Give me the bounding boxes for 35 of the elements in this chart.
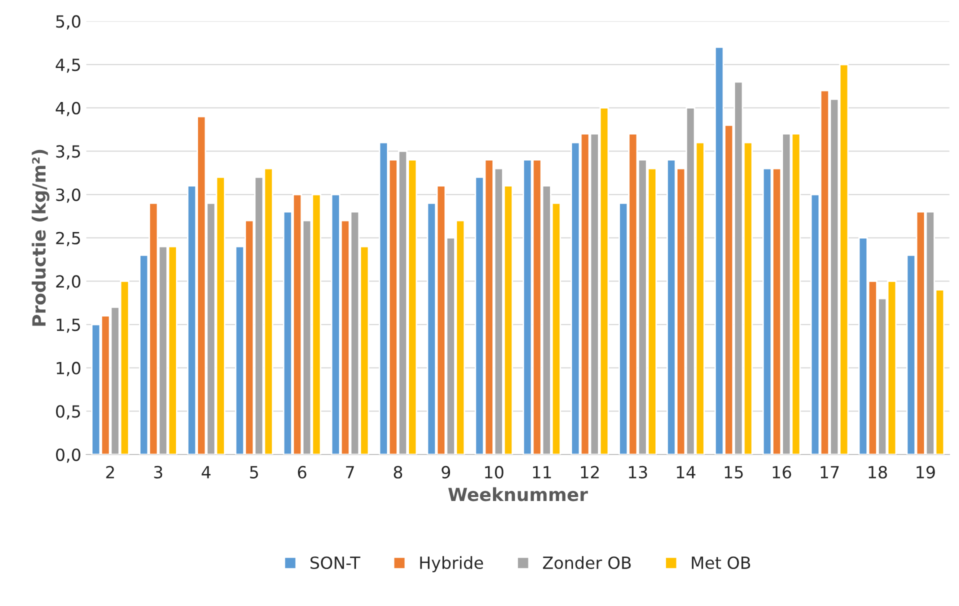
x-tick-label: 2 <box>106 466 114 478</box>
x-tick-label: 19 <box>916 466 935 479</box>
y-tick-label: 3,0 <box>56 188 80 203</box>
y-tick-label: 2,0 <box>56 275 80 290</box>
y-tick-label: 5,0 <box>56 15 80 30</box>
y-tick-label: 0,5 <box>56 405 80 420</box>
x-tick-label: 13 <box>628 466 648 479</box>
x-tick-label: 4 <box>202 466 211 478</box>
x-tick-label: 10 <box>485 466 504 479</box>
y-tick-label: 3,5 <box>56 145 80 160</box>
legend-label: SON-T <box>310 556 360 570</box>
x-axis-title: Weeknummer <box>448 487 588 502</box>
legend-label: Hybride <box>420 556 483 572</box>
y-tick-label: 4,0 <box>56 102 80 116</box>
x-tick-label: 14 <box>676 466 696 478</box>
y-tick-label: 1,5 <box>56 318 80 333</box>
x-tick-label: 8 <box>394 466 402 479</box>
y-tick-label: 2,5 <box>56 232 80 246</box>
x-tick-label: 3 <box>154 466 162 479</box>
x-tick-label: 17 <box>820 466 839 478</box>
y-tick-label: 0,0 <box>56 448 80 463</box>
x-tick-label: 7 <box>346 466 354 478</box>
x-tick-label: 11 <box>533 466 551 478</box>
x-tick-label: 18 <box>868 466 887 479</box>
y-tick-label: 1,0 <box>56 362 80 376</box>
x-tick-label: 9 <box>442 466 450 479</box>
x-tick-label: 12 <box>581 466 599 478</box>
x-tick-label: 5 <box>250 466 258 479</box>
x-tick-label: 6 <box>298 466 306 479</box>
y-axis-title: Productie (kg/m²) <box>32 150 50 326</box>
x-tick-label: 16 <box>772 466 792 479</box>
y-tick-label: 4,5 <box>56 58 80 73</box>
x-tick-label: 15 <box>724 466 743 479</box>
legend-label: Met OB <box>692 556 750 570</box>
legend-label: Zonder OB <box>542 556 631 570</box>
